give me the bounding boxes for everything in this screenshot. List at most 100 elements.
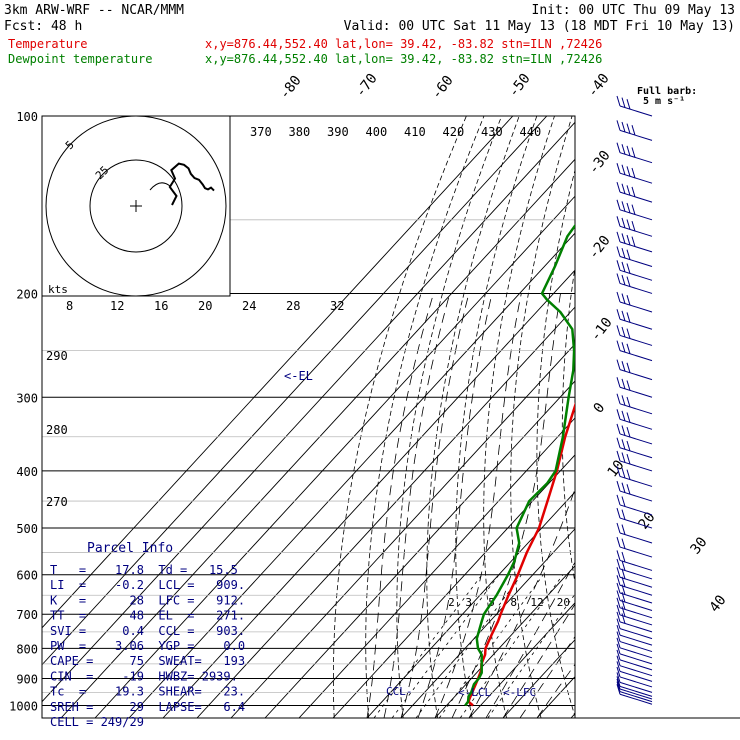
- dry-adiabat: [536, 168, 575, 718]
- lcl-marker: <-LCL: [458, 686, 491, 699]
- wind-barb: [616, 409, 653, 430]
- isotherm-line: [230, 343, 575, 718]
- wind-barb: [616, 182, 653, 203]
- pressure-tick-label: 400: [16, 465, 38, 479]
- parcel-info-row: SREH = 29 LAPSE= 6.4: [50, 700, 245, 714]
- parcel-info-row: Tc = 19.3 SHEAR= 23.: [50, 685, 245, 699]
- wind-barb: [616, 649, 653, 671]
- hodograph-trace: [168, 162, 215, 206]
- dewpoint-location: x,y=876.44,552.40 lat,lon= 39.42, -83.82…: [205, 52, 602, 66]
- dry-adiabat: [365, 116, 485, 718]
- forecast-hour: Fcst: 48 h: [4, 19, 82, 34]
- mixing-ratio-line: [391, 574, 500, 718]
- wind-barb: [616, 340, 653, 362]
- hodograph-speed-label: 32: [330, 299, 344, 313]
- mixing-ratio-label: 2: [448, 596, 455, 609]
- isotherm-line: [298, 417, 575, 718]
- wind-barb: [616, 466, 653, 487]
- isotherm-label: -10: [588, 315, 616, 345]
- hodograph-speed-label: 28: [286, 299, 300, 313]
- sounding-profiles: [464, 223, 575, 707]
- mixing-ratio-label: 12: [530, 596, 543, 609]
- moist-adiabat: [519, 635, 575, 718]
- isotherm-label: -30: [586, 148, 614, 178]
- isotherm-line: [42, 116, 548, 666]
- init-time: Init: 00 UTC Thu 09 May 13: [532, 3, 736, 18]
- isotherm-line: [264, 380, 575, 718]
- wind-barb: [616, 393, 653, 415]
- wind-barb: [616, 260, 653, 281]
- dry-adiabat: [587, 116, 645, 718]
- valid-time: Valid: 00 UTC Sat 11 May 13 (18 MDT Fri …: [344, 19, 735, 34]
- wind-barb: [616, 637, 653, 659]
- hodograph-speed-label: 20: [198, 299, 212, 313]
- wind-barb: [616, 604, 653, 626]
- parcel-info-panel: Parcel Info T = 17.8 Td = 15.5LI = -0.2 …: [50, 541, 245, 729]
- temperature-location: x,y=876.44,552.40 lat,lon= 39.42, -83.82…: [205, 37, 602, 51]
- wind-barb: [616, 681, 653, 703]
- wind-barb: [616, 377, 653, 398]
- wind-barb: [616, 494, 653, 516]
- dry-adiabat: [333, 116, 467, 718]
- parcel-info-title: Parcel Info: [87, 541, 173, 556]
- isotherm-line: [42, 116, 514, 629]
- wind-barb: [616, 666, 653, 688]
- isotherm-line: [162, 269, 575, 718]
- wind-barb: [616, 582, 653, 604]
- theta-label: 430: [481, 125, 503, 139]
- isotherm-label: -40: [585, 71, 613, 101]
- theta-label: 380: [289, 125, 311, 139]
- wind-barb: [616, 575, 653, 596]
- parcel-info-row: T = 17.8 Td = 15.5: [50, 563, 238, 577]
- dry-adiabat: [657, 116, 740, 718]
- isotherm-label: 20: [636, 509, 659, 532]
- parcel-info-row: LI = -0.2 LCL = 909.: [50, 578, 245, 592]
- theta-label: 390: [327, 125, 349, 139]
- wind-barb: [616, 450, 653, 472]
- pressure-tick-label: 800: [16, 642, 38, 656]
- dry-adiabat: [426, 116, 520, 718]
- isotherm-line: [570, 712, 575, 718]
- dry-adiabat: [679, 116, 740, 718]
- theta-label: 370: [250, 125, 272, 139]
- isotherm-line: [400, 528, 575, 718]
- dry-adiabat: [396, 116, 502, 718]
- lfc-marker: <-LFC: [503, 686, 536, 699]
- theta-label: 400: [366, 125, 388, 139]
- hodograph-units: kts: [48, 283, 68, 296]
- parcel-info-row: CELL = 249/29: [50, 715, 144, 729]
- wind-barb: [616, 672, 653, 693]
- wind-barbs: [616, 95, 653, 705]
- theta-label-lower: 270: [46, 495, 68, 509]
- isotherm-line: [366, 491, 575, 718]
- theta-label-lower: 290: [46, 349, 68, 363]
- moist-adiabat: [417, 293, 493, 718]
- hodograph-speed-label: 8: [66, 299, 73, 313]
- mixing-ratio-line: [487, 593, 575, 718]
- wind-barb: [616, 325, 653, 346]
- dry-adiabat: [483, 116, 555, 718]
- wind-barb: [616, 423, 653, 445]
- hodograph-ring-inner: [89, 159, 183, 253]
- isotherm-line: [434, 565, 575, 718]
- wind-barb: [616, 618, 653, 640]
- wind-barb: [616, 246, 653, 267]
- pressure-tick-label: 300: [16, 391, 38, 405]
- wind-barb: [616, 558, 653, 580]
- wind-barb: [616, 678, 653, 700]
- wind-barb: [616, 216, 653, 237]
- parcel-info-row: CIN = -19 HWBZ= 2939.: [50, 669, 238, 683]
- wind-barb: [616, 480, 653, 502]
- wind-barb: [616, 163, 653, 184]
- hodograph-ring-outer: [45, 115, 227, 297]
- pressure-tick-label: 500: [16, 522, 38, 536]
- wind-barb: [616, 611, 653, 633]
- wind-barb: [616, 567, 653, 588]
- pressure-tick-label: 600: [16, 569, 38, 583]
- theta-label: 440: [520, 125, 542, 139]
- wind-barb: [616, 536, 653, 558]
- isotherm-line: [42, 121, 575, 703]
